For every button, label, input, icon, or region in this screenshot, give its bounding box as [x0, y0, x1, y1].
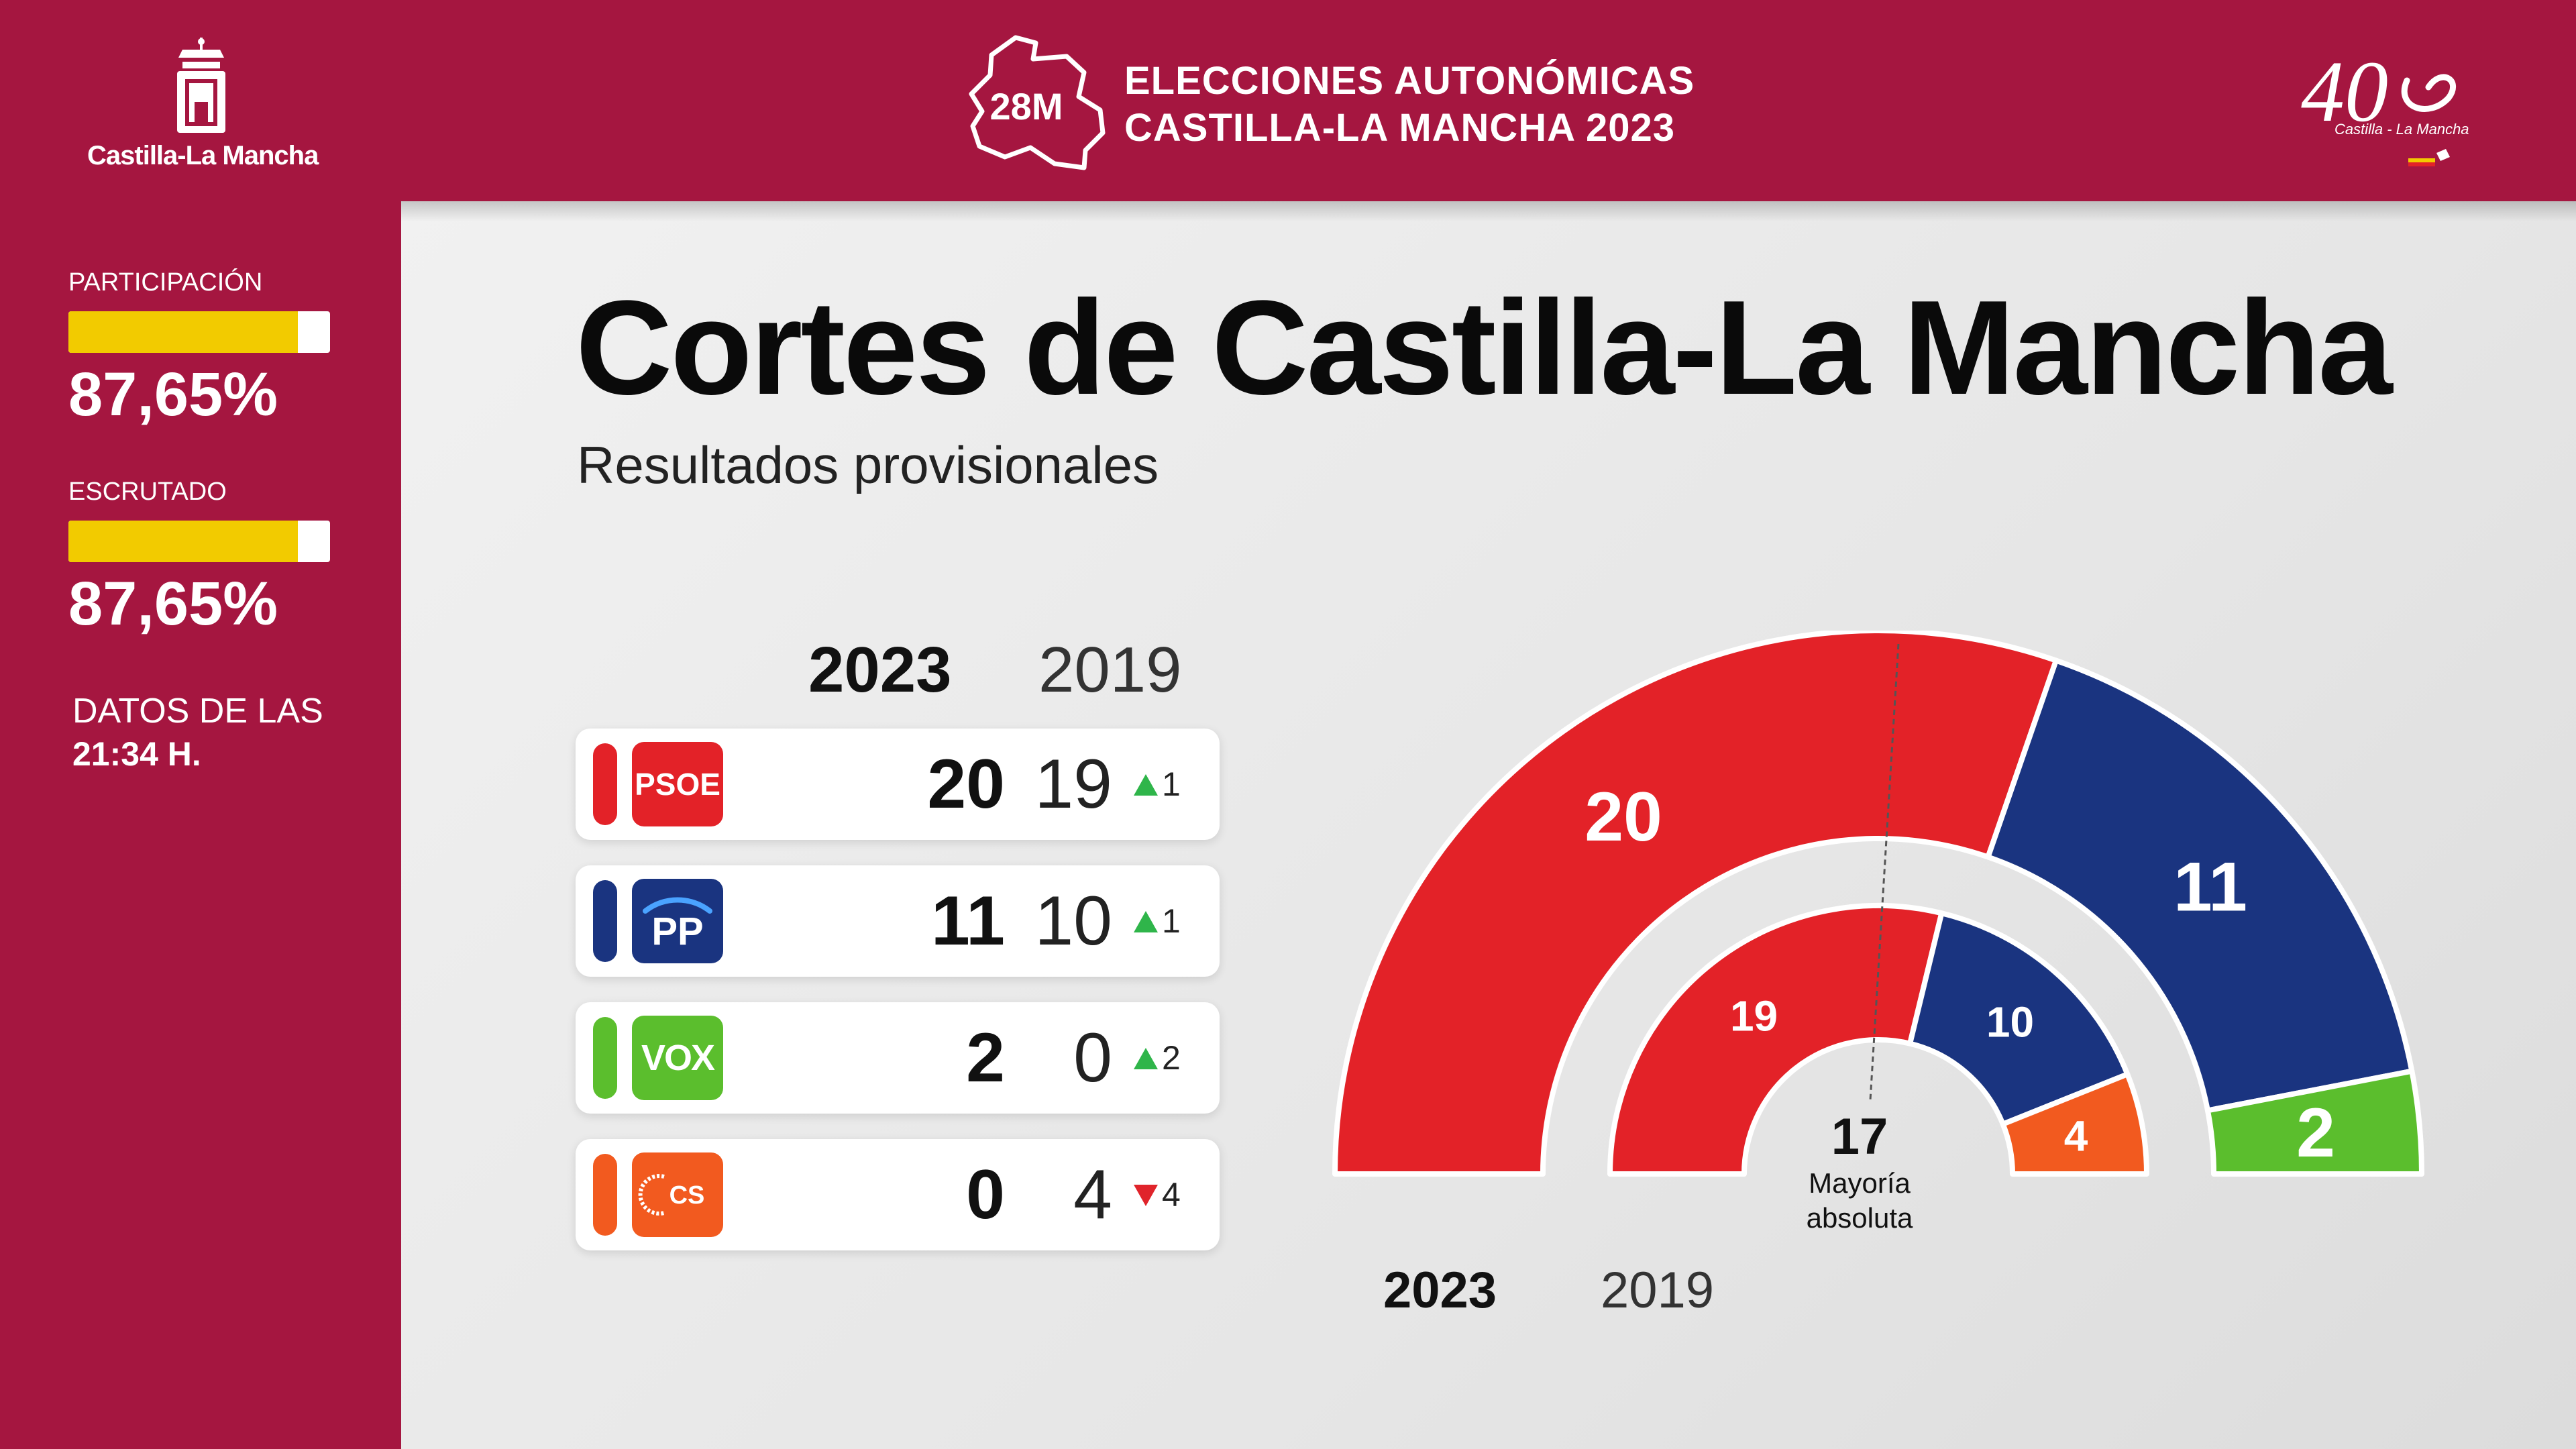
seats-2019: 4: [1073, 1156, 1112, 1234]
up-arrow-icon: [1134, 911, 1158, 932]
election-title-line1: ELECCIONES AUTONÓMICAS: [1124, 59, 1695, 103]
majority-label-line2: absoluta: [1807, 1202, 1913, 1234]
seats-2019: 19: [1034, 745, 1112, 823]
party-color-stripe: [593, 743, 617, 825]
cs-sun-icon: CS: [638, 1174, 705, 1216]
majority-line: [1869, 643, 1900, 1101]
hemicycle-chart: 20 11 2 19 10 4 17 Mayoría absoluta: [1332, 631, 2424, 1234]
svg-text:28M: 28M: [990, 85, 1063, 127]
seats-2023-segment-vox: [2204, 1068, 2424, 1177]
28m-map-logo: 28M: [969, 35, 1106, 170]
party-row-pp: PP 11 10 1: [576, 865, 1220, 977]
seats-2023: 20: [927, 745, 1005, 823]
svg-text:Castilla - La Mancha: Castilla - La Mancha: [2334, 121, 2469, 138]
column-header-2023: 2023: [808, 634, 952, 706]
seat-change: 2: [1162, 1039, 1181, 1077]
seats-2023: 2: [966, 1019, 1005, 1097]
seats-2019-segment-cs: [2000, 1071, 2149, 1177]
participacion-value: 87,65%: [68, 360, 278, 429]
datos-label: DATOS DE LAS: [72, 692, 323, 731]
page-subtitle: Resultados provisionales: [577, 435, 1159, 494]
vox-logo-text: VOX: [641, 1038, 715, 1078]
svg-text:40: 40: [2301, 44, 2388, 140]
svg-text:PP: PP: [651, 910, 703, 953]
escrutado-bar-fill: [68, 521, 298, 562]
datos-time: 21:34 H.: [72, 735, 201, 773]
seat-change: 4: [1162, 1176, 1181, 1214]
psoe-logo: PSOE: [632, 742, 723, 826]
vox-logo: VOX: [632, 1016, 723, 1100]
column-header-2019: 2019: [1038, 634, 1182, 706]
party-color-stripe: [593, 880, 617, 962]
pp-gull-icon: PP: [643, 897, 712, 953]
escrutado-value: 87,65%: [68, 570, 278, 638]
hemicycle-label-2023: 2023: [1383, 1262, 1497, 1319]
seats-2019-label-pp: 10: [1986, 998, 2034, 1046]
seats-2023-segment-psoe: [1332, 631, 2059, 1177]
up-arrow-icon: [1134, 1048, 1158, 1069]
party-row-vox: VOX 2 0 2: [576, 1002, 1220, 1114]
up-arrow-icon: [1134, 774, 1158, 796]
cs-logo: CS: [632, 1152, 723, 1237]
escrutado-label: ESCRUTADO: [68, 478, 227, 506]
seats-2019-label-cs: 4: [2064, 1112, 2088, 1161]
seats-2019-label-psoe: 19: [1730, 992, 1778, 1040]
pp-logo: PP: [632, 879, 723, 963]
panel-shadow: [401, 201, 2576, 221]
participacion-bar: [68, 311, 330, 353]
svg-text:CS: CS: [669, 1181, 705, 1210]
down-arrow-icon: [1134, 1185, 1158, 1206]
hemicycle-2023: 20 11 2: [1332, 631, 2424, 1177]
region-logo-label: Castilla-La Mancha: [87, 141, 319, 170]
election-title: ELECCIONES AUTONÓMICAS CASTILLA-LA MANCH…: [1124, 58, 1695, 152]
party-row-psoe: PSOE 20 19 1: [576, 729, 1220, 840]
seats-2019: 0: [1073, 1019, 1112, 1097]
election-title-line2: CASTILLA-LA MANCHA 2023: [1124, 106, 1676, 150]
participacion-label: PARTICIPACIÓN: [68, 268, 263, 297]
psoe-logo-text: PSOE: [635, 767, 720, 802]
sidebar: [0, 201, 401, 1449]
hemicycle-label-2019: 2019: [1601, 1262, 1715, 1319]
party-color-stripe: [593, 1017, 617, 1099]
hemicycle-2019: 19 10 4: [1607, 903, 2149, 1177]
party-color-stripe: [593, 1154, 617, 1236]
seat-change: 1: [1162, 902, 1181, 940]
anniversary-logo: 40 Castilla - La Mancha: [2301, 44, 2469, 166]
seat-change: 1: [1162, 765, 1181, 803]
seats-2023-label-vox: 2: [2296, 1094, 2335, 1172]
participacion-bar-fill: [68, 311, 298, 353]
seats-2023: 0: [966, 1156, 1005, 1234]
seats-2019-segment-psoe: [1607, 903, 1945, 1177]
castle-icon: [177, 38, 225, 133]
majority-value: 17: [1831, 1108, 1888, 1165]
data-timestamp: DATOS DE LAS 21:34 H.: [72, 690, 323, 775]
seats-2019-segment-pp: [1907, 910, 2131, 1127]
region-logo: Castilla-La Mancha: [87, 35, 319, 182]
page-title: Cortes de Castilla-La Mancha: [576, 273, 2393, 423]
majority-label-line1: Mayoría: [1809, 1167, 1911, 1199]
seats-2023-label-psoe: 20: [1585, 778, 1662, 856]
party-row-cs: CS 0 4 4: [576, 1139, 1220, 1250]
seats-2019: 10: [1034, 882, 1112, 960]
seats-2023: 11: [931, 882, 1005, 960]
escrutado-bar: [68, 521, 330, 562]
seats-2023-segment-pp: [1985, 657, 2415, 1114]
seats-2023-label-pp: 11: [2174, 848, 2247, 926]
header-bar: [0, 0, 2576, 201]
